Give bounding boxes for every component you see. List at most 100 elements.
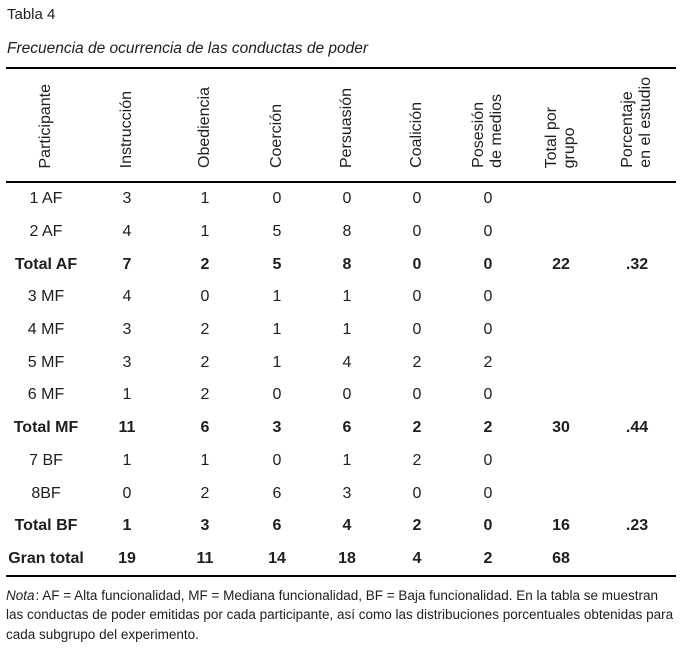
- value-cell: 1: [272, 353, 282, 371]
- value-cell: 0: [483, 386, 493, 404]
- table-head: Participante Instrucción Obediencia Coerció…: [6, 68, 676, 183]
- value-cell: [598, 346, 676, 379]
- value-cell: 16: [552, 517, 570, 535]
- value-cell: 2: [200, 255, 210, 273]
- value-cell: .23: [625, 517, 649, 535]
- value-cell: 4: [342, 517, 352, 535]
- table-number-label: Tabla 4: [7, 6, 56, 23]
- column-header-6: Posesión de medios: [452, 68, 524, 183]
- value-cell: 0: [342, 386, 352, 404]
- value-cell: .44: [625, 419, 649, 437]
- value-cell: 11: [118, 419, 136, 437]
- table-row: 1 AF 3 1 0 0 0 0: [6, 182, 676, 216]
- value-cell: 8: [342, 223, 352, 241]
- participant-cell: 8BF: [31, 484, 61, 502]
- frequency-table: Participante Instrucción Obediencia Coerció…: [6, 67, 676, 578]
- header-row: Participante Instrucción Obediencia Coerció…: [6, 68, 676, 183]
- value-cell: .32: [625, 255, 649, 273]
- participant-cell: 6 MF: [27, 386, 65, 404]
- column-header-8: Porcentaje en el estudio: [598, 68, 676, 183]
- value-cell: [598, 314, 676, 347]
- column-header-label: Total por grupo: [543, 106, 578, 168]
- column-header-2: Obediencia: [168, 68, 242, 183]
- value-cell: 4: [122, 288, 132, 306]
- column-header-label: Porcentaje en el estudio: [619, 77, 654, 168]
- column-header-label: Coalición: [408, 102, 426, 168]
- value-cell: 2: [412, 451, 422, 469]
- value-cell: 1: [122, 451, 132, 469]
- column-header-label: Posesión de medios: [470, 94, 505, 168]
- value-cell: 30: [552, 419, 570, 437]
- participant-cell: 3 MF: [27, 288, 65, 306]
- value-cell: [598, 477, 676, 510]
- value-cell: 3: [122, 321, 132, 339]
- value-cell: 1: [342, 321, 352, 339]
- value-cell: 0: [483, 321, 493, 339]
- value-cell: 8: [342, 255, 352, 273]
- value-cell: [524, 182, 598, 216]
- value-cell: [524, 216, 598, 249]
- value-cell: 2: [412, 419, 422, 437]
- value-cell: 0: [483, 288, 493, 306]
- value-cell: 68: [552, 549, 570, 567]
- participant-cell: Total MF: [13, 419, 79, 437]
- table-body: 1 AF 3 1 0 0 0 0 2 AF 4 1 5 8 0 0 Total AF 7 2 5 8 0 0 22.32 3…: [6, 182, 676, 576]
- value-cell: 2: [412, 517, 422, 535]
- value-cell: 2: [483, 549, 493, 567]
- value-cell: [598, 281, 676, 314]
- value-cell: 3: [122, 353, 132, 371]
- value-cell: 0: [483, 451, 493, 469]
- participant-cell: 1 AF: [29, 190, 63, 208]
- value-cell: 3: [272, 419, 282, 437]
- column-header-label: Coerción: [268, 103, 286, 168]
- value-cell: [598, 445, 676, 478]
- table-row: 2 AF 4 1 5 8 0 0: [6, 216, 676, 249]
- column-header-label: Obediencia: [196, 87, 214, 168]
- value-cell: 6: [272, 484, 282, 502]
- value-cell: 0: [412, 386, 422, 404]
- value-cell: 4: [412, 549, 422, 567]
- table-row: 4 MF 3 2 1 1 0 0: [6, 314, 676, 347]
- value-cell: 0: [412, 255, 422, 273]
- column-header-7: Total por grupo: [524, 68, 598, 183]
- value-cell: 14: [268, 549, 286, 567]
- participant-cell: 2 AF: [29, 223, 63, 241]
- value-cell: 4: [122, 223, 132, 241]
- value-cell: 0: [122, 484, 132, 502]
- value-cell: 1: [200, 190, 210, 208]
- value-cell: 22: [552, 255, 570, 273]
- column-header-label: Persuasión: [338, 87, 356, 168]
- value-cell: 1: [200, 223, 210, 241]
- table-row: Total MF 11 6 3 6 2 2 30 .44: [6, 412, 676, 445]
- value-cell: 1: [122, 386, 132, 404]
- participant-cell: Total BF: [14, 517, 78, 535]
- value-cell: 0: [412, 223, 422, 241]
- value-cell: [598, 543, 676, 577]
- value-cell: [598, 182, 676, 216]
- column-header-label: Participante: [37, 83, 55, 169]
- participant-cell: 4 MF: [27, 321, 65, 339]
- value-cell: 0: [200, 288, 210, 306]
- value-cell: 3: [122, 190, 132, 208]
- value-cell: [524, 346, 598, 379]
- value-cell: 6: [272, 517, 282, 535]
- value-cell: 1: [272, 321, 282, 339]
- table-row: Gran total 19 11 14 18 4 2 68: [6, 543, 676, 577]
- table-row: 7 BF 1 1 0 1 2 0: [6, 445, 676, 478]
- value-cell: [598, 379, 676, 412]
- column-header-5: Coalición: [382, 68, 452, 183]
- value-cell: 0: [483, 190, 493, 208]
- value-cell: 0: [272, 451, 282, 469]
- participant-cell: 7 BF: [29, 451, 63, 469]
- value-cell: [524, 445, 598, 478]
- column-header-1: Instrucción: [86, 68, 168, 183]
- value-cell: 0: [412, 190, 422, 208]
- value-cell: 2: [200, 484, 210, 502]
- column-header-label: Instrucción: [118, 90, 136, 168]
- value-cell: 0: [412, 321, 422, 339]
- table-row: 5 MF 3 2 1 4 2 2: [6, 346, 676, 379]
- value-cell: 5: [272, 255, 282, 273]
- column-header-3: Coerción: [242, 68, 312, 183]
- value-cell: 11: [196, 549, 214, 567]
